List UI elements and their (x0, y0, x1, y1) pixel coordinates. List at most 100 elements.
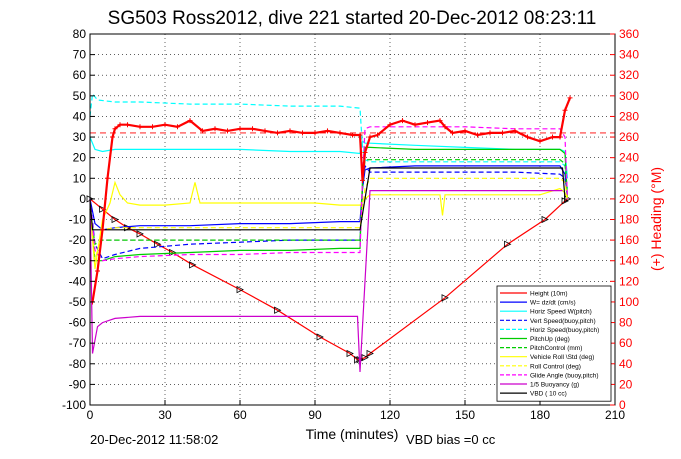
heading-marker (400, 118, 405, 124)
legend-label: VBD ( 10 cc) (530, 391, 567, 398)
y-tick-label: 20 (73, 151, 87, 165)
y-right-tick-label: 340 (619, 48, 639, 62)
legend-label: Vert Speed(buoy,pitch) (530, 318, 596, 325)
height-marker (541, 215, 549, 224)
y-tick-label: 50 (73, 89, 87, 103)
y-right-tick-label: 280 (619, 109, 639, 123)
series-line-5 (89, 146, 569, 262)
y-tick-label: 70 (73, 48, 87, 62)
height-marker (441, 294, 449, 302)
heading-marker (325, 128, 330, 134)
heading-marker (275, 130, 280, 136)
heading-marker (375, 132, 380, 138)
heading-marker (200, 128, 205, 134)
y-right-tick-label: 100 (619, 295, 639, 309)
heading-marker (312, 130, 318, 136)
y-right-tick-label: 120 (619, 274, 639, 288)
heading-marker (175, 124, 180, 130)
y-tick-label: -30 (69, 254, 87, 268)
height-marker (154, 240, 162, 248)
heading-marker (112, 126, 118, 132)
y-tick-label: -10 (69, 213, 87, 227)
y-right-tick-label: 0 (619, 398, 626, 412)
height-marker (169, 248, 177, 257)
height-marker (189, 261, 197, 269)
height-marker (99, 205, 107, 213)
heading-marker (512, 128, 518, 134)
y-right-tick-label: 40 (619, 357, 633, 371)
y-right-tick-label: 220 (619, 171, 639, 185)
x-tick-label: 0 (87, 408, 94, 422)
heading-marker (162, 122, 168, 128)
y-tick-label: 30 (73, 130, 87, 144)
heading-marker (100, 227, 105, 233)
heading-marker (357, 132, 363, 138)
heading-marker (212, 126, 218, 132)
y-tick-label: -70 (69, 336, 87, 350)
y-right-tick-label: 300 (619, 89, 639, 103)
legend: Height (10m) W= dz/dt (cm/s) Horiz Speed W… (496, 285, 612, 402)
y-right-tick-label: 260 (619, 130, 639, 144)
height-marker (561, 197, 569, 205)
right-axis-label: (+) Heading (°M) (648, 167, 664, 271)
legend-label: PitchUp (deg) (530, 336, 570, 343)
heading-marker (550, 134, 555, 140)
legend-label: W= dz/dt (cm/s) (530, 300, 576, 307)
heading-marker (287, 128, 293, 134)
heading-marker (360, 177, 365, 183)
y-tick-label: 0 (79, 192, 86, 206)
legend-box (496, 285, 612, 402)
y-right-tick-label: 160 (619, 233, 639, 247)
heading-marker (450, 130, 455, 136)
y-right-tick-label: 200 (619, 192, 639, 206)
legend-label: Height (10m) (530, 291, 568, 298)
y-tick-label: 10 (73, 171, 87, 185)
y-tick-label: -80 (69, 357, 87, 371)
heading-marker (475, 132, 480, 138)
height-marker (354, 356, 362, 364)
footer-timestamp: 20-Dec-2012 11:58:02 (90, 432, 218, 447)
heading-marker (150, 124, 155, 130)
chart-title: SG503 Ross2012, dive 221 started 20-Dec-… (108, 8, 597, 29)
heading-marker (337, 130, 343, 136)
series-line-11 (89, 167, 566, 231)
height-marker (274, 306, 282, 314)
legend-label: Horiz Speed W(pitch) (530, 309, 592, 316)
heading-marker (110, 134, 115, 140)
heading-marker (500, 130, 505, 136)
series-line-4 (89, 92, 569, 189)
heading-marker (237, 126, 243, 132)
x-tick-label: 120 (380, 408, 400, 422)
y-right-tick-label: 180 (619, 213, 639, 227)
y-right-tick-label: 360 (619, 27, 639, 41)
y-tick-label: -90 (69, 377, 87, 391)
x-tick-label: 150 (455, 408, 475, 422)
legend-label: Roll Control (deg) (530, 363, 581, 370)
heading-marker (362, 150, 368, 156)
heading-marker (567, 95, 573, 101)
height-marker (316, 333, 324, 341)
heading-marker (225, 128, 230, 134)
vbd-bias-text: VBD bias =0 cc (406, 432, 496, 447)
y-tick-label: -50 (69, 295, 87, 309)
legend-label: Horiz Speed(buoy,pitch) (530, 327, 599, 334)
heading-marker (425, 120, 430, 126)
heading-marker (387, 122, 393, 128)
height-marker (361, 353, 369, 362)
y-tick-label: 80 (73, 27, 87, 41)
x-axis-label: Time (minutes) (306, 426, 399, 442)
heading-marker (250, 126, 255, 132)
legend-label: Vehicle Roll \Std (deg) (530, 354, 594, 361)
y-tick-label: -60 (69, 316, 87, 330)
height-marker (366, 349, 374, 358)
heading-marker (557, 134, 563, 140)
heading-marker (525, 134, 530, 140)
y-right-tick-label: 320 (619, 68, 639, 82)
heading-marker (300, 130, 305, 136)
height-marker (504, 240, 512, 248)
x-tick-label: 90 (308, 408, 322, 422)
x-tick-label: 180 (530, 408, 550, 422)
legend-label: PitchControl (mm) (530, 345, 582, 352)
